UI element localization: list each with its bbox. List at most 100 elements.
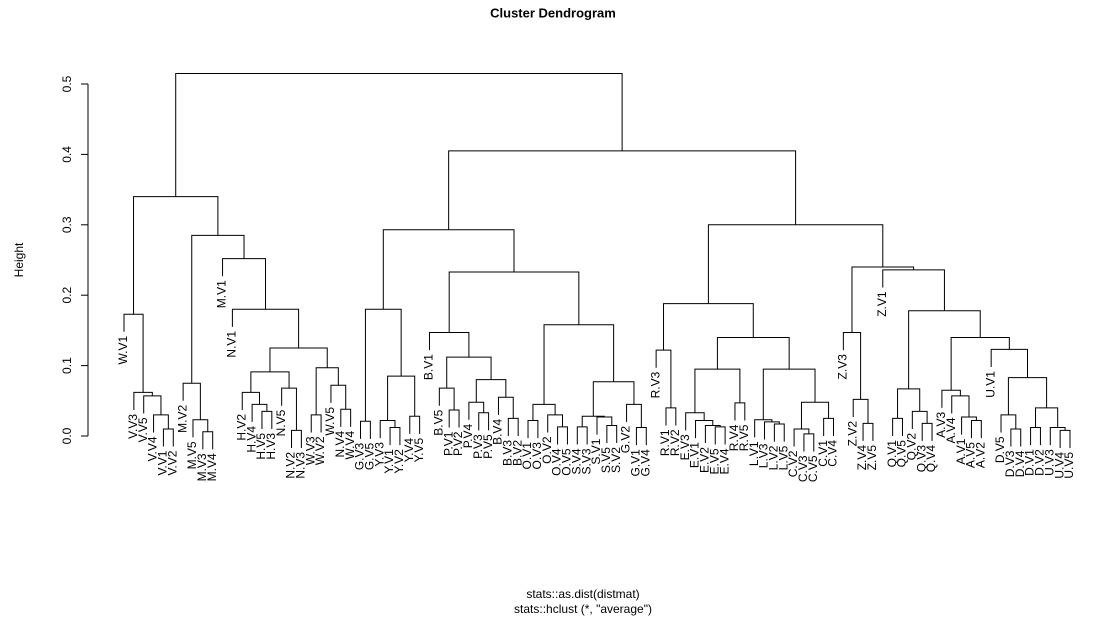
y-tick-label: 0.4 [60, 146, 74, 163]
merge [800, 401, 830, 429]
leaf-label: O.V2 [540, 436, 554, 464]
merge [153, 414, 169, 433]
merge [251, 403, 268, 422]
leaf-label: H.V2 [234, 414, 248, 441]
leaf-label: V.V1 [156, 450, 170, 475]
merge [685, 412, 705, 431]
leaf-label: N.V4 [333, 431, 347, 458]
leaf-label: V.V3 [126, 414, 140, 439]
merge [250, 371, 290, 393]
leaf-label: L.V5 [776, 445, 790, 470]
leaf-label: B.V4 [491, 419, 505, 445]
merge [527, 420, 539, 439]
merge [951, 395, 970, 417]
merge [606, 424, 618, 444]
merge [340, 408, 352, 427]
leaf-label: D.V4 [1013, 450, 1027, 477]
leaf-label: L.V2 [767, 445, 781, 470]
leaf-label: W.V3 [303, 436, 317, 465]
merge [941, 389, 961, 408]
merge [1030, 427, 1041, 446]
leaf-label: G.V3 [353, 443, 367, 471]
y-tick-label: 0.5 [60, 75, 74, 92]
y-tick-label: 0.0 [60, 427, 74, 444]
merge [446, 356, 492, 389]
leaf-label: B.V2 [510, 440, 524, 466]
leaf-label: M.V5 [185, 441, 199, 469]
leaf-label: O.V1 [520, 442, 534, 470]
merge [162, 428, 174, 447]
leaf-label: Q.V3 [914, 445, 928, 473]
leaf-label: O.V4 [550, 448, 564, 476]
leaf-label: L.V1 [747, 441, 761, 466]
leaf-label: C.V5 [806, 455, 820, 482]
merge [269, 347, 328, 372]
merge [409, 415, 421, 434]
subtitle: stats::hclust (*, "average") [514, 602, 652, 616]
merge [592, 381, 635, 417]
leaf-label: V.V4 [146, 436, 160, 461]
merge [1035, 407, 1059, 428]
merge [428, 332, 470, 358]
leaf-label: A.V4 [944, 417, 958, 443]
leaf-label: S.V5 [599, 447, 613, 473]
leaf-label: U.V1 [983, 371, 997, 398]
merge [961, 416, 977, 435]
leaf-label: A.V3 [934, 412, 948, 438]
merge [379, 420, 396, 439]
leaf-label: A.V1 [954, 438, 968, 464]
merge [222, 258, 266, 310]
merge [773, 423, 785, 442]
leaf-label: M.V4 [205, 453, 219, 481]
merge [448, 271, 580, 333]
leaf-label: Z.V2 [845, 421, 859, 447]
merge [576, 426, 588, 445]
merge [497, 396, 514, 419]
merge [133, 391, 153, 410]
merge [438, 387, 455, 410]
merge [911, 410, 928, 429]
merge [908, 310, 981, 389]
leaf-label: A.V5 [964, 442, 978, 468]
leaf-label: Y.V2 [392, 449, 406, 474]
merge [231, 308, 300, 348]
merge [882, 269, 945, 311]
leaf-label: G.V4 [638, 449, 652, 477]
merge [543, 324, 615, 405]
leaf-label: V.V5 [136, 417, 150, 442]
leaf-label: P.V4 [461, 423, 475, 448]
leaf-label: H.V3 [264, 433, 278, 460]
leaf-label: S.V4 [569, 448, 583, 474]
leaf-label: L.V3 [757, 443, 771, 468]
leaf-label: Q.V4 [924, 445, 938, 473]
leaf-label: M.V3 [195, 453, 209, 481]
merge [764, 421, 780, 440]
merge [581, 415, 605, 427]
merge [626, 403, 642, 428]
leaf-label: Y.V4 [402, 438, 416, 463]
merge [754, 419, 773, 438]
leaf-label: N.V1 [225, 331, 239, 358]
leaf-label: M.V2 [175, 404, 189, 432]
leaf-label: E.V5 [707, 448, 721, 474]
merge [970, 420, 982, 439]
leaf-label: R.V1 [658, 429, 672, 456]
leaf-label: D.V3 [1003, 450, 1017, 477]
chart-title: Cluster Dendrogram [490, 5, 616, 20]
merge [1010, 428, 1022, 447]
merge [448, 150, 797, 230]
merge [635, 427, 647, 446]
merge [823, 417, 834, 436]
merge [143, 395, 162, 415]
leaf-label: S.V2 [609, 447, 623, 473]
merge [291, 429, 302, 448]
merge [382, 229, 515, 310]
merge [694, 368, 741, 413]
merge [364, 308, 402, 422]
merge [360, 420, 371, 439]
leaf-label: B.V5 [432, 409, 446, 435]
leaf-label: A.V2 [973, 442, 987, 468]
leaf-label: E.V3 [678, 434, 692, 460]
